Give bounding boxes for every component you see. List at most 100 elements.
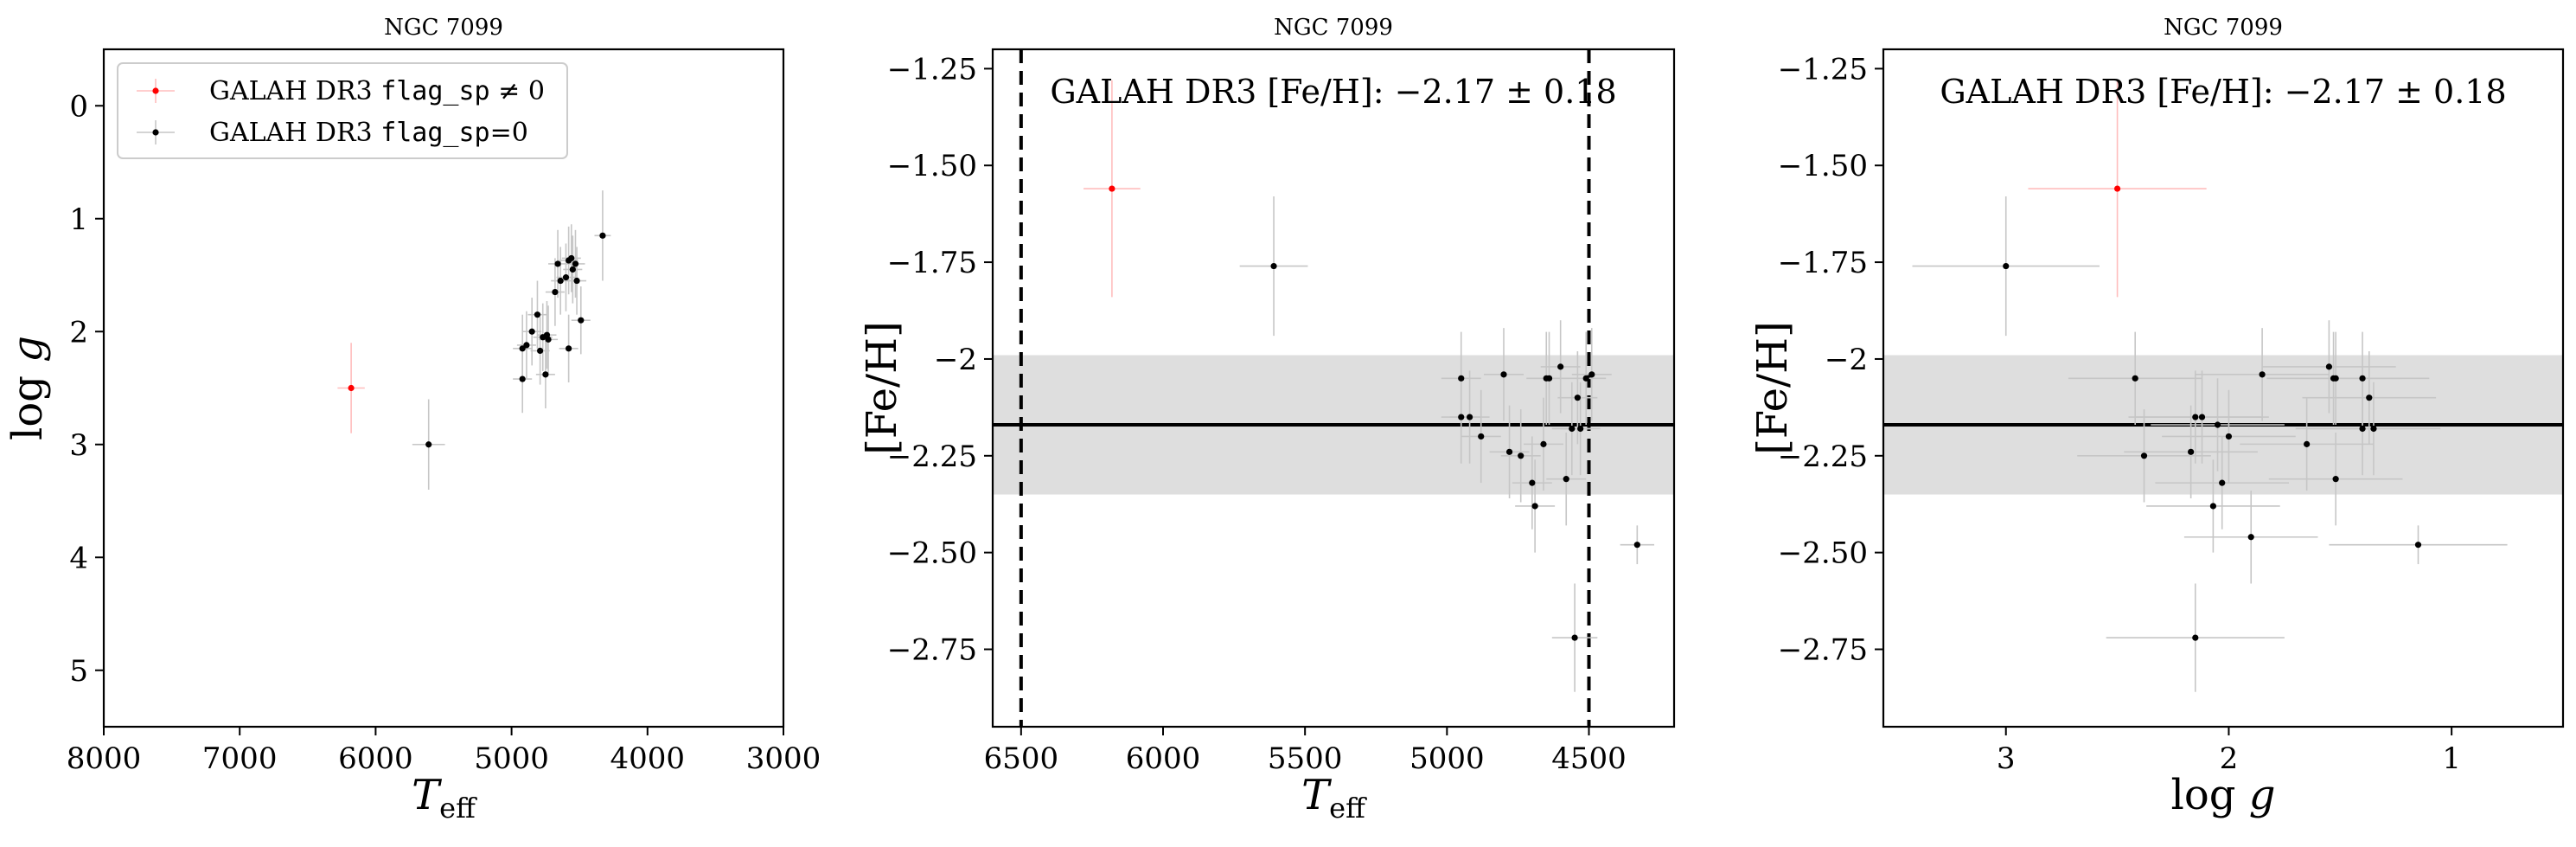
data-point xyxy=(2325,363,2333,370)
data-point xyxy=(2332,375,2339,382)
y-tick-label: −2.25 xyxy=(887,440,977,474)
y-tick-label: −1.75 xyxy=(1778,246,1868,280)
y-tick-label: −2 xyxy=(934,343,977,377)
y-axis-label: log g xyxy=(3,336,52,440)
data-point xyxy=(2247,534,2254,541)
plot-area xyxy=(993,49,1674,727)
x-tick-label: 5500 xyxy=(1268,741,1343,776)
data-point xyxy=(543,331,551,338)
data-point xyxy=(1270,262,1277,270)
data-point xyxy=(566,345,572,352)
data-point xyxy=(1574,395,1581,401)
axes-frame xyxy=(991,48,1676,728)
legend-frame xyxy=(117,62,568,159)
data-point xyxy=(1569,425,1576,433)
x-tick-label: 4500 xyxy=(1551,741,1627,776)
data-point xyxy=(2225,433,2233,440)
chart-title: NGC 7099 xyxy=(1274,15,1393,41)
y-tick-label: 1 xyxy=(69,202,88,237)
data-point xyxy=(1467,414,1473,420)
annotation-text: GALAH DR3 [Fe/H]: −2.17 ± 0.18 xyxy=(1050,73,1616,111)
data-point xyxy=(2188,448,2195,455)
legend-label: GALAH DR3 flag_sp ≠ 0 xyxy=(209,76,545,106)
x-tick-label: 5000 xyxy=(1409,741,1485,776)
y-tick-label: −2 xyxy=(1825,343,1868,377)
y-tick-label: −2.50 xyxy=(1778,536,1868,571)
data-point xyxy=(2332,476,2339,483)
x-tick-label: 6000 xyxy=(338,741,413,776)
data-point xyxy=(562,274,570,281)
legend-marker xyxy=(152,87,159,94)
chart-panel-1: 8000 7000 6000 5000 4000 3000 0 1 2 3 4 5 NGC 7099 Te… xyxy=(3,15,821,825)
data-point xyxy=(2003,262,2010,270)
chart-title: NGC 7099 xyxy=(2164,15,2283,41)
data-point xyxy=(1633,542,1640,549)
x-axis-label: Teff xyxy=(1301,771,1367,825)
y-tick-label: −1.75 xyxy=(887,246,977,280)
data-point xyxy=(542,371,549,378)
data-point xyxy=(534,311,541,318)
data-point xyxy=(1571,634,1578,641)
x-tick-label: 4000 xyxy=(610,741,686,776)
data-point xyxy=(2366,395,2373,401)
x-tick-label: 3 xyxy=(1997,741,2016,776)
data-point xyxy=(2414,542,2422,549)
data-point xyxy=(1545,375,1553,382)
data-point xyxy=(578,317,585,324)
data-point xyxy=(2370,425,2377,433)
data-point xyxy=(2198,414,2206,420)
x-tick-label: 6000 xyxy=(1126,741,1201,776)
data-point xyxy=(2209,503,2217,510)
axes-frame xyxy=(1882,48,2565,728)
y-axis-label: [Fe/H] xyxy=(1748,321,1797,455)
x-tick-label: 3000 xyxy=(746,741,821,776)
y-tick-label: −1.25 xyxy=(1778,52,1868,87)
y-tick-label: −1.25 xyxy=(887,52,977,87)
data-point xyxy=(569,266,576,273)
data-point xyxy=(2359,375,2366,382)
data-point xyxy=(348,384,355,392)
data-point xyxy=(1540,440,1547,447)
data-point xyxy=(1529,479,1536,486)
data-point xyxy=(523,342,530,349)
y-tick-label: 4 xyxy=(69,541,88,575)
data-point xyxy=(1588,371,1595,378)
y-tick-label: −2.25 xyxy=(1778,440,1868,474)
data-point xyxy=(425,441,432,448)
data-point xyxy=(1478,433,1485,440)
y-tick-label: 0 xyxy=(69,89,88,124)
chart-panel-3: 3 2 1 −1.25 −1.50 −1.75 −2 −2.25 −2.50 −2.75 NGC 7… xyxy=(1748,15,2565,819)
x-tick-label: 8000 xyxy=(67,741,142,776)
plot-area xyxy=(337,190,611,490)
y-tick-label: 2 xyxy=(69,315,88,350)
data-point xyxy=(2219,479,2226,486)
data-point xyxy=(554,260,561,267)
y-tick-label: 3 xyxy=(69,428,88,463)
data-point xyxy=(572,260,579,267)
y-tick-label: −2.50 xyxy=(887,536,977,571)
data-point xyxy=(1582,375,1589,382)
annotation-text: GALAH DR3 [Fe/H]: −2.17 ± 0.18 xyxy=(1940,73,2506,111)
data-point xyxy=(519,345,526,352)
data-point xyxy=(1557,363,1564,370)
x-tick-label: 6500 xyxy=(984,741,1059,776)
data-point xyxy=(552,288,559,296)
data-point xyxy=(1458,375,1465,382)
data-point xyxy=(1563,476,1569,483)
legend-label: GALAH DR3 flag_sp=0 xyxy=(209,118,528,148)
data-point xyxy=(2304,440,2311,447)
x-tick-label: 2 xyxy=(2220,741,2239,776)
data-point xyxy=(2140,452,2148,459)
chart-panel-2: 6500 6000 5500 5000 4500 −1.25 −1.50 −1.75 −2 −2.… xyxy=(858,15,1676,825)
data-point xyxy=(528,328,535,335)
data-point xyxy=(2359,425,2366,433)
data-point xyxy=(573,277,580,285)
data-point xyxy=(2214,421,2221,428)
y-tick-label: −2.75 xyxy=(1778,633,1868,668)
axes-frame xyxy=(102,48,785,728)
data-point xyxy=(1109,185,1115,192)
x-axis-label: log g xyxy=(2171,771,2276,819)
legend-marker xyxy=(152,129,159,136)
y-tick-label: −2.75 xyxy=(887,633,977,668)
